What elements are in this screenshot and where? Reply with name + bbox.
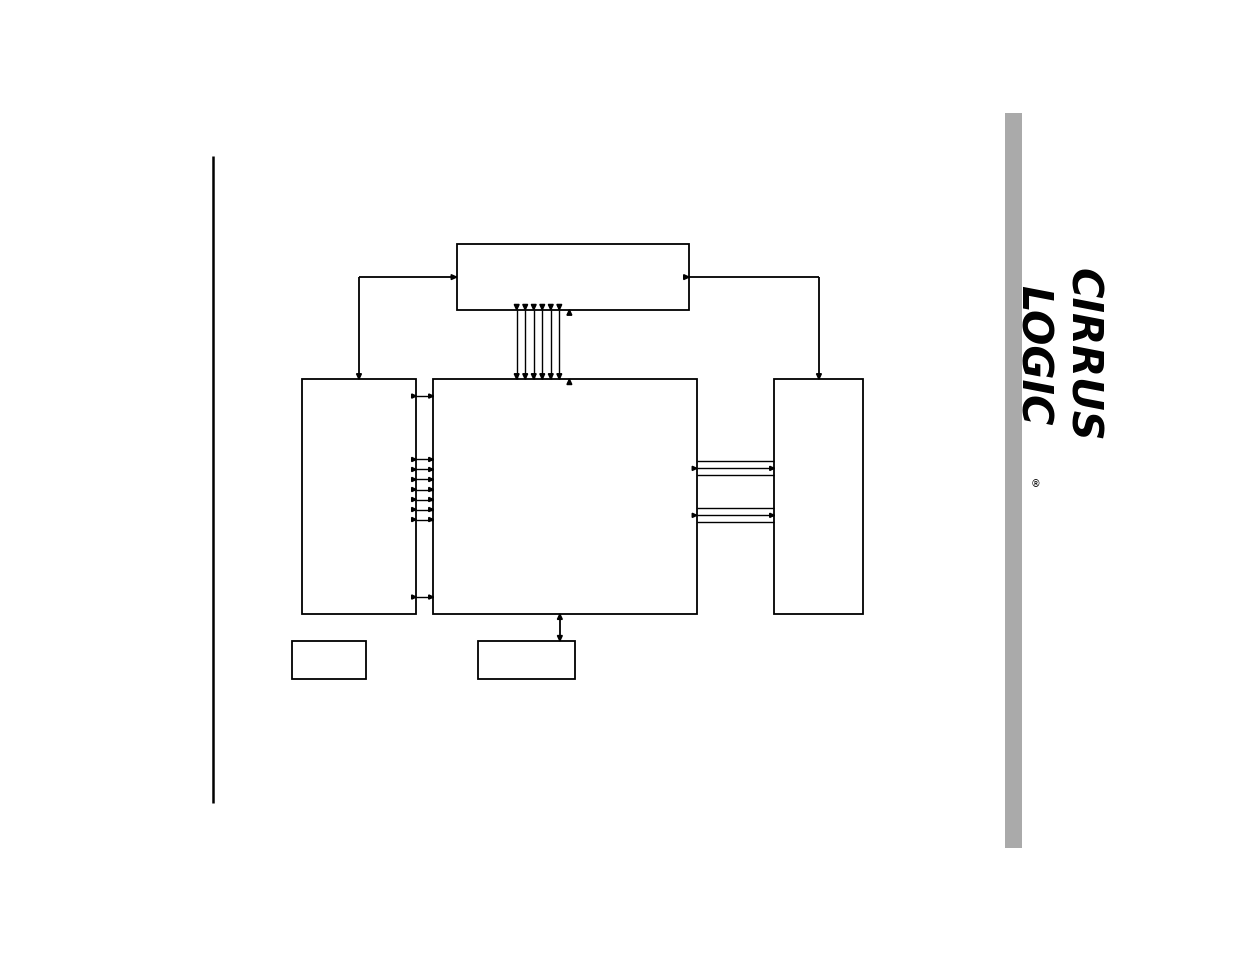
Bar — [1005, 114, 1023, 848]
Bar — [301, 379, 416, 615]
Polygon shape — [531, 375, 536, 379]
Polygon shape — [684, 275, 689, 280]
Polygon shape — [567, 379, 572, 385]
Polygon shape — [411, 497, 416, 502]
Polygon shape — [557, 615, 562, 619]
Bar — [293, 641, 366, 679]
Polygon shape — [451, 275, 457, 280]
Polygon shape — [522, 305, 527, 311]
Polygon shape — [531, 305, 536, 311]
Text: ®: ® — [1031, 478, 1040, 489]
Polygon shape — [411, 596, 416, 599]
Polygon shape — [411, 477, 416, 482]
Polygon shape — [540, 375, 545, 379]
Text: CIRRUS
LOGIC: CIRRUS LOGIC — [1011, 268, 1103, 442]
Polygon shape — [769, 467, 774, 471]
Polygon shape — [411, 458, 416, 462]
Polygon shape — [548, 375, 553, 379]
Polygon shape — [693, 514, 697, 517]
Bar — [433, 379, 697, 615]
Polygon shape — [540, 305, 545, 311]
Polygon shape — [429, 508, 433, 512]
Polygon shape — [557, 305, 562, 311]
Bar — [478, 641, 576, 679]
Polygon shape — [411, 517, 416, 522]
Polygon shape — [429, 477, 433, 482]
Polygon shape — [411, 395, 416, 398]
Polygon shape — [769, 514, 774, 517]
Polygon shape — [514, 375, 519, 379]
Polygon shape — [411, 488, 416, 492]
Polygon shape — [567, 311, 572, 315]
Polygon shape — [429, 488, 433, 492]
Polygon shape — [522, 375, 527, 379]
Polygon shape — [816, 375, 821, 379]
Polygon shape — [557, 375, 562, 379]
Polygon shape — [411, 468, 416, 472]
Polygon shape — [429, 517, 433, 522]
Polygon shape — [557, 636, 562, 641]
Polygon shape — [514, 305, 519, 311]
Polygon shape — [429, 458, 433, 462]
Polygon shape — [357, 375, 362, 379]
Polygon shape — [429, 395, 433, 398]
Polygon shape — [411, 508, 416, 512]
Polygon shape — [548, 305, 553, 311]
Polygon shape — [429, 497, 433, 502]
Polygon shape — [429, 468, 433, 472]
Polygon shape — [429, 596, 433, 599]
Bar — [457, 245, 689, 311]
Polygon shape — [693, 467, 697, 471]
Bar — [774, 379, 863, 615]
